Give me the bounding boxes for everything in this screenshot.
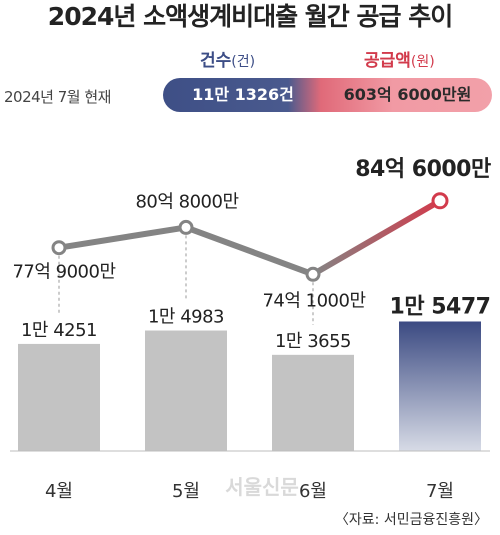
chart-title: 2024년 소액생계비대출 월간 공급 추이 [47,2,453,31]
amount-label-1: 77억 9000만 [12,262,115,283]
line-layer [51,192,449,282]
count-label-2: 1만 4983 [148,307,224,328]
legend-count-label: 건수 [200,51,232,71]
amount-line-last-segment [310,197,443,278]
line-point-4 [431,192,449,210]
watermark: 서울신문 [225,475,299,499]
legend-amount-unit: (원) [410,54,435,70]
labels-layer: 77억 9000만 1만 4251 4월 80억 8000만 1만 4983 5월 74억 … [12,157,491,502]
legend-amount: 공급액(원) [364,46,435,71]
count-label-3: 1만 3655 [275,331,351,352]
source-note: 〈자료: 서민금융진흥원〉 [334,512,488,528]
category-label-2: 5월 [172,481,200,502]
amount-label-3: 74억 1000만 [262,290,365,311]
bar-1 [18,343,100,451]
bar-4 [399,321,481,451]
legend-area: 건수(건) 공급액(원) 2024년 7월 현재 11만 1326건 603억 … [0,44,500,126]
bar-3 [272,354,354,451]
legend-count-unit: (건) [231,54,256,70]
leader-lines-layer [58,235,314,325]
count-label-4: 1만 5477 [390,294,491,319]
total-count: 11만 1326건 [192,85,294,104]
totals-pill: 11만 1326건 603억 6000만원 [163,78,492,112]
as-of-label: 2024년 7월 현재 [4,88,111,106]
amount-label-4: 84억 6000만 [355,157,491,182]
amount-label-2: 80억 8000만 [135,191,238,212]
line-point-3 [305,266,321,282]
category-label-1: 4월 [45,481,73,502]
legend-amount-label: 공급액 [364,51,411,71]
count-label-1: 1만 4251 [21,320,97,341]
total-amount: 603억 6000만원 [343,85,472,104]
line-point-2 [178,219,194,235]
bar-2 [145,330,227,451]
bars-layer [10,321,490,452]
category-label-4: 7월 [426,481,454,502]
category-label-3: 6월 [299,481,327,502]
legend-count: 건수(건) [200,46,255,71]
line-point-1 [51,240,67,256]
